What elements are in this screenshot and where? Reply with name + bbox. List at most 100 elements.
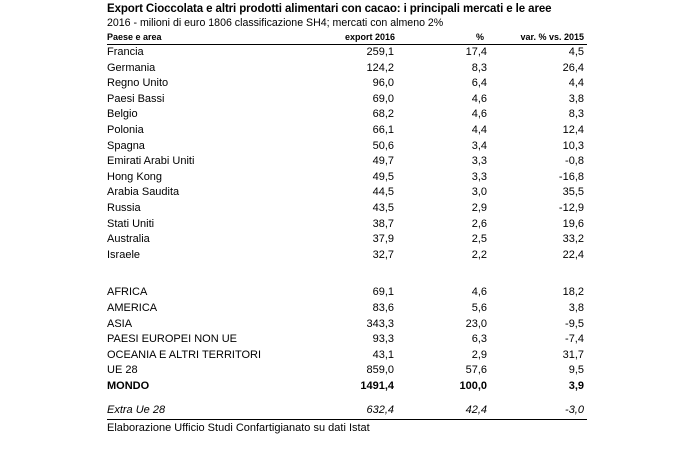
- row-export: 69,0: [372, 92, 394, 105]
- row-label: Israele: [107, 248, 141, 261]
- row-share: 2,2: [471, 248, 487, 261]
- extra-label: Extra Ue 28: [107, 404, 166, 417]
- source-note: Elaborazione Ufficio Studi Confartigiana…: [107, 422, 370, 435]
- row-label: Hong Kong: [107, 170, 163, 183]
- row-share: 2,9: [471, 201, 487, 214]
- country-row: Polonia 66,1 4,4 12,4: [107, 123, 587, 139]
- row-share: 2,9: [471, 348, 487, 361]
- footer-divider: [107, 419, 587, 421]
- row-label: Spagna: [107, 139, 145, 152]
- row-label: Germania: [107, 61, 156, 74]
- row-export: 343,3: [366, 317, 394, 330]
- row-export: 43,5: [372, 201, 394, 214]
- country-row: Arabia Saudita 44,5 3,0 35,5: [107, 185, 587, 201]
- row-export: 50,6: [372, 139, 394, 152]
- country-rows: Francia 259,1 17,4 4,5 Germania 124,2 8,3 26,4 R…: [107, 45, 587, 263]
- area-row: ASIA 343,3 23,0 -9,5: [107, 317, 587, 333]
- row-change: 3,8: [568, 92, 584, 105]
- row-change: 3,8: [568, 301, 584, 314]
- row-label: Emirati Arabi Uniti: [107, 155, 195, 168]
- extra-change: -3,0: [565, 404, 584, 417]
- row-change: 22,4: [562, 248, 584, 261]
- row-change: -7,4: [565, 333, 584, 346]
- row-label: Francia: [107, 46, 144, 58]
- row-export: 66,1: [372, 123, 394, 136]
- table-subtitle: 2016 - milioni di euro 1806 classificazi…: [107, 17, 444, 29]
- row-export: 83,6: [372, 301, 394, 314]
- table-header: Paese e area export 2016 % var. % vs. 20…: [107, 30, 587, 45]
- table-title: Export Cioccolata e altri prodotti alime…: [107, 3, 552, 15]
- row-change: 18,2: [562, 286, 584, 299]
- header-change: var. % vs. 2015: [520, 32, 584, 42]
- row-change: 10,3: [562, 139, 584, 152]
- section-gap: [107, 394, 587, 403]
- row-export: 69,1: [372, 286, 394, 299]
- row-share: 3,4: [471, 139, 487, 152]
- area-row: UE 28 859,0 57,6 9,5: [107, 363, 587, 379]
- row-share: 6,4: [471, 77, 487, 90]
- row-share: 3,3: [471, 155, 487, 168]
- row-label: OCEANIA E ALTRI TERRITORI: [107, 348, 262, 361]
- country-row: Australia 37,9 2,5 33,2: [107, 232, 587, 248]
- export-table-sheet: Export Cioccolata e altri prodotti alime…: [107, 2, 587, 436]
- row-share: 2,5: [471, 233, 487, 246]
- row-share: 4,6: [471, 286, 487, 299]
- area-row: AMERICA 83,6 5,6 3,8: [107, 301, 587, 317]
- country-row: Belgio 68,2 4,6 8,3: [107, 107, 587, 123]
- row-label: Paesi Bassi: [107, 92, 165, 105]
- country-row: Russia 43,5 2,9 -12,9: [107, 201, 587, 217]
- total-share: 100,0: [459, 379, 487, 392]
- row-change: 31,7: [562, 348, 584, 361]
- row-label: AMERICA: [107, 301, 158, 314]
- row-export: 37,9: [372, 233, 394, 246]
- row-export: 93,3: [372, 333, 394, 346]
- row-label: Regno Unito: [107, 77, 169, 90]
- row-export: 49,7: [372, 155, 394, 168]
- area-row: OCEANIA E ALTRI TERRITORI 43,1 2,9 31,7: [107, 348, 587, 364]
- country-row: Francia 259,1 17,4 4,5: [107, 45, 587, 61]
- row-export: 44,5: [372, 186, 394, 199]
- row-share: 2,6: [471, 217, 487, 230]
- header-country: Paese e area: [107, 32, 162, 42]
- row-share: 3,0: [471, 186, 487, 199]
- row-share: 5,6: [471, 301, 487, 314]
- country-row: Israele 32,7 2,2 22,4: [107, 248, 587, 264]
- row-change: -0,8: [565, 155, 584, 168]
- total-export: 1491,4: [360, 379, 394, 392]
- row-share: 17,4: [465, 46, 487, 58]
- header-share: %: [475, 32, 484, 42]
- row-label: ASIA: [107, 317, 133, 330]
- country-row: Spagna 50,6 3,4 10,3: [107, 139, 587, 155]
- country-row: Germania 124,2 8,3 26,4: [107, 61, 587, 77]
- row-label: UE 28: [107, 364, 138, 377]
- row-share: 3,3: [471, 170, 487, 183]
- row-export: 124,2: [366, 61, 394, 74]
- row-change: 26,4: [562, 61, 584, 74]
- row-export: 49,5: [372, 170, 394, 183]
- row-label: PAESI EUROPEI NON UE: [107, 333, 237, 346]
- extra-share: 42,4: [465, 404, 487, 417]
- row-label: Belgio: [107, 108, 138, 121]
- total-change: 3,9: [568, 379, 584, 392]
- area-row: AFRICA 69,1 4,6 18,2: [107, 285, 587, 301]
- row-label: Arabia Saudita: [107, 186, 180, 199]
- row-change: -9,5: [565, 317, 584, 330]
- row-label: Polonia: [107, 123, 144, 136]
- header-export: export 2016: [344, 32, 395, 42]
- row-label: Russia: [107, 201, 141, 214]
- row-export: 859,0: [366, 364, 394, 377]
- row-change: 33,2: [562, 233, 584, 246]
- country-row: Emirati Arabi Uniti 49,7 3,3 -0,8: [107, 154, 587, 170]
- row-change: 35,5: [562, 186, 584, 199]
- country-row: Regno Unito 96,0 6,4 4,4: [107, 76, 587, 92]
- row-share: 4,6: [471, 108, 487, 121]
- row-change: 4,5: [568, 46, 584, 58]
- row-label: Australia: [107, 233, 150, 246]
- row-change: 9,5: [568, 364, 584, 377]
- row-change: 12,4: [562, 123, 584, 136]
- row-share: 23,0: [465, 317, 487, 330]
- row-share: 8,3: [471, 61, 487, 74]
- row-label: Stati Uniti: [107, 217, 155, 230]
- row-change: 19,6: [562, 217, 584, 230]
- row-export: 96,0: [372, 77, 394, 90]
